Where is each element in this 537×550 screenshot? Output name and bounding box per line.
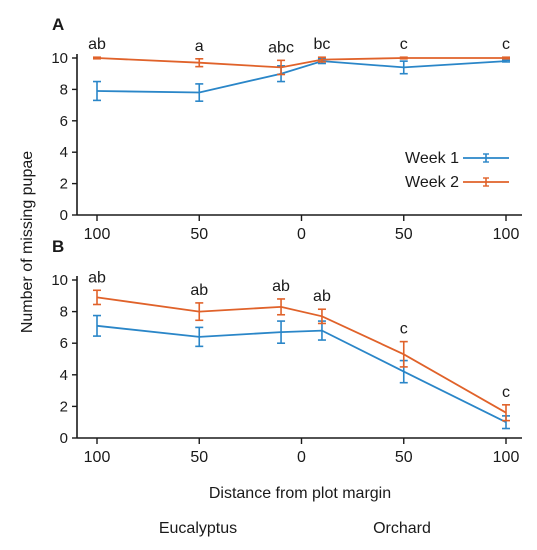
panel-b-series-week-1-error-bar bbox=[195, 326, 204, 348]
panel-b-series-week-2-line bbox=[96, 296, 507, 414]
panel-b-x-tick-label: 100 bbox=[493, 449, 520, 466]
panel-b-y-tick-label: 4 bbox=[60, 367, 68, 384]
svg-text:Week 2: Week 2 bbox=[405, 174, 459, 191]
panel-a-series-week-1-line bbox=[96, 60, 507, 94]
panel-a-y-tick-label: 0 bbox=[60, 207, 68, 224]
panel-b-y-tick-label: 10 bbox=[51, 272, 68, 289]
panel-b-series-week-2-error-bar bbox=[277, 298, 286, 316]
panel-a-series-week-2-error-bar bbox=[195, 57, 204, 68]
panel-a-letter: A bbox=[52, 15, 64, 34]
panel-a-y-tick-label: 2 bbox=[60, 176, 68, 193]
x-axis-title: Distance from plot margin bbox=[209, 485, 391, 502]
panel-b-series-week-1-error-bar bbox=[277, 320, 286, 345]
panel-b-series-week-2-error-bar bbox=[317, 308, 326, 325]
region-label-eucalyptus: Eucalyptus bbox=[159, 520, 237, 537]
panel-a-significance-label: c bbox=[502, 36, 510, 53]
panel-a-series-week-2-error-bar bbox=[93, 56, 101, 60]
panel-b-y-tick-label: 0 bbox=[60, 430, 68, 447]
panel-a-x-tick-label: 0 bbox=[297, 226, 306, 243]
panel-a-x-tick-label: 100 bbox=[493, 226, 520, 243]
panel-b-x-tick-label: 100 bbox=[84, 449, 111, 466]
panel-b-significance-label: c bbox=[502, 384, 510, 401]
panel-b-y-tick-label: 2 bbox=[60, 398, 68, 415]
panel-a-significance-label: ab bbox=[88, 36, 106, 53]
panel-a-series-week-1-error-bar bbox=[93, 80, 101, 102]
panel-b-series-week-2-error-bar bbox=[502, 404, 510, 422]
panel-b-series-week-2-error-bar bbox=[399, 340, 408, 368]
panel-b-y-tick-label: 6 bbox=[60, 335, 68, 352]
panel-b-significance-label: c bbox=[400, 321, 408, 338]
panel-a-series-week-2-error-bar bbox=[502, 56, 510, 60]
panel-a-y-tick-label: 6 bbox=[60, 113, 68, 130]
panel-b-y-tick-label: 8 bbox=[60, 304, 68, 321]
panel-b: 0 2 4 6 8 10 100 50 0 50 100 ab ab ab ab c c bbox=[51, 269, 522, 466]
panel-a-significance-label: abc bbox=[268, 39, 294, 56]
panel-b-series-week-1-line bbox=[96, 324, 507, 424]
panel-a-series-week-1-error-bar bbox=[195, 83, 204, 102]
panel-b-letter: B bbox=[52, 237, 64, 256]
panel-a-y-tick-label: 8 bbox=[60, 81, 68, 98]
panel-b-significance-label: ab bbox=[272, 278, 290, 295]
panel-b-x-tick-label: 0 bbox=[297, 449, 306, 466]
panel-a-significance-label: bc bbox=[313, 36, 330, 53]
panel-a-series-week-1-error-bar bbox=[502, 59, 510, 63]
panel-a-series-week-2-error-bar bbox=[317, 56, 326, 63]
panel-a-x-tick-label: 50 bbox=[190, 226, 208, 243]
panel-b-series-week-2-error-bar bbox=[195, 302, 204, 322]
panel-a-y-tick-label: 4 bbox=[60, 144, 68, 161]
legend-item-week-2: Week 2 bbox=[405, 174, 509, 191]
panel-a: 0 2 4 6 8 10 100 50 0 50 100 ab a abc bc c c Week 1 Week 2 bbox=[51, 36, 522, 243]
panel-b-x-tick-label: 50 bbox=[395, 449, 413, 466]
panel-a-series-week-2-error-bar bbox=[277, 59, 286, 76]
region-label-orchard: Orchard bbox=[373, 520, 431, 537]
panel-b-significance-label: ab bbox=[190, 282, 208, 299]
panel-a-series-week-2-line bbox=[96, 57, 506, 69]
panel-b-x-tick-label: 50 bbox=[190, 449, 208, 466]
svg-text:Week 1: Week 1 bbox=[405, 150, 459, 167]
panel-a-x-tick-label: 100 bbox=[84, 226, 111, 243]
panel-a-x-tick-label: 50 bbox=[395, 226, 413, 243]
panel-b-significance-label: ab bbox=[88, 269, 106, 286]
legend-item-week-1: Week 1 bbox=[405, 150, 509, 167]
panel-a-significance-label: c bbox=[400, 36, 408, 53]
panel-a-series-week-1-error-bar bbox=[399, 60, 408, 75]
panel-b-series-week-2-error-bar bbox=[93, 289, 101, 306]
panel-a-y-tick-label: 10 bbox=[51, 50, 68, 67]
y-axis-title: Number of missing pupae bbox=[19, 151, 36, 333]
panel-b-series-week-1-error-bar bbox=[93, 314, 101, 337]
panel-a-series-week-2-error-bar bbox=[399, 56, 408, 60]
panel-b-significance-label: ab bbox=[313, 288, 331, 305]
panel-a-significance-label: a bbox=[195, 38, 204, 55]
